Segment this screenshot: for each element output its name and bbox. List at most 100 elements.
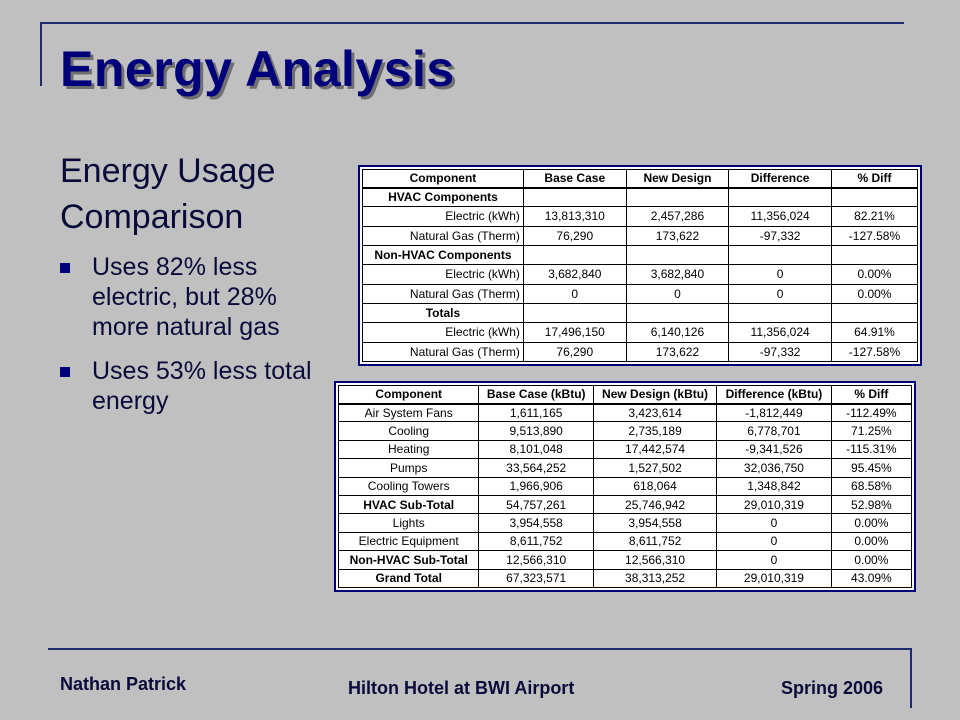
square-bullet-icon — [60, 367, 70, 377]
table-cell: 2,457,286 — [625, 206, 730, 227]
table-cell: 0 — [522, 283, 627, 304]
table-cell: 0.00% — [830, 264, 919, 285]
table-cell: 6,140,126 — [625, 322, 730, 343]
footer-term: Spring 2006 — [781, 678, 884, 698]
footer-project: Hilton Hotel at BWI Airport — [348, 678, 575, 698]
frame-top-line — [40, 22, 904, 24]
row-label-cell: Grand Total — [337, 568, 480, 589]
table-cell: 33,564,252 — [478, 458, 594, 478]
table-cell: -97,332 — [728, 225, 832, 246]
table-cell: 3,423,614 — [592, 402, 718, 423]
table-row: Heating 8,101,048 17,442,574 -9,341,526 -115… — [337, 439, 913, 460]
row-label-cell: Non-HVAC Sub-Total — [337, 550, 480, 570]
table-cell: 6,778,701 — [716, 421, 832, 441]
row-label-cell: Electric (kWh) — [362, 264, 524, 285]
table-cell: 1,348,842 — [716, 476, 832, 496]
table-section-row: Non-HVAC Components — [362, 244, 919, 266]
row-label-cell: Heating — [337, 439, 480, 460]
row-label-cell: Electric (kWh) — [362, 322, 524, 343]
table-header-row: Component Base Case New Design Difference% … — [362, 169, 919, 189]
column-header: New Design — [625, 169, 730, 189]
table-cell: 12,566,310 — [478, 550, 594, 570]
slide-subheading: Energy Usage Comparison — [60, 152, 276, 236]
table-total-row: Grand Total 67,323,571 38,313,252 29,010,31… — [337, 568, 913, 589]
row-label-cell: Electric (kWh) — [362, 206, 524, 227]
table-cell: -9,341,526 — [716, 439, 832, 460]
row-label-cell: Totals — [362, 302, 524, 324]
table-cell: 2,735,189 — [592, 421, 718, 441]
row-label-cell: Lights — [337, 513, 480, 533]
table-cell: 0 — [716, 531, 832, 552]
table-cell: 52.98% — [830, 494, 913, 515]
table-cell: 38,313,252 — [592, 568, 718, 589]
table-cell: 173,622 — [625, 225, 730, 246]
table-cell: 76,290 — [522, 225, 627, 246]
row-label-cell: Natural Gas (Therm) — [362, 225, 524, 246]
table-cell: 3,682,840 — [522, 264, 627, 285]
row-label-cell: Cooling Towers — [337, 476, 480, 496]
table-cell: 0 — [625, 283, 730, 304]
table-cell — [625, 302, 730, 324]
table-cell: 0.00% — [830, 283, 919, 304]
table-cell: 0.00% — [830, 513, 913, 533]
table-row: Natural Gas (Therm) 76,290 173,622 -97,332-… — [362, 341, 919, 363]
table-cell: 29,010,319 — [716, 568, 832, 589]
frame-right-line — [910, 648, 912, 708]
row-label-cell: Air System Fans — [337, 402, 480, 423]
energy-usage-table: Component Base Case New Design Difference% … — [358, 165, 922, 366]
footer-author: Nathan Patrick — [60, 674, 187, 694]
table-cell: 8,101,048 — [478, 439, 594, 460]
slide-title: Energy Analysis — [60, 41, 455, 97]
table-cell: 76,290 — [522, 341, 627, 363]
table-row: Cooling Towers 1,966,906 618,064 1,348,842 6… — [337, 476, 913, 496]
table-row: Natural Gas (Therm) 0 0 0 0.00% — [362, 283, 919, 304]
table-cell — [522, 244, 627, 266]
row-label-cell: Natural Gas (Therm) — [362, 341, 524, 363]
table-cell — [522, 186, 627, 208]
table-cell: 1,966,906 — [478, 476, 594, 496]
column-header: Base Case — [522, 169, 627, 189]
table-cell: 54,757,261 — [478, 494, 594, 515]
row-label-cell: Cooling — [337, 421, 480, 441]
table-cell: 12,566,310 — [592, 550, 718, 570]
table-cell: 1,527,502 — [592, 458, 718, 478]
table-row: Cooling 9,513,890 2,735,189 6,778,701 71.25% — [337, 421, 913, 441]
table-cell — [728, 186, 832, 208]
row-label-cell: Pumps — [337, 458, 480, 478]
frame-bottom-line — [48, 648, 912, 650]
table-cell: 0.00% — [830, 531, 913, 552]
table-cell: 0 — [716, 550, 832, 570]
table-cell: 68.58% — [830, 476, 913, 496]
table-cell — [625, 186, 730, 208]
table-cell: 8,611,752 — [592, 531, 718, 552]
column-header: % Diff — [830, 169, 919, 189]
table-row: Pumps 33,564,252 1,527,502 32,036,750 95.45% — [337, 458, 913, 478]
table-cell: 32,036,750 — [716, 458, 832, 478]
column-header: New Design (kBtu) — [592, 385, 718, 405]
frame-left-line — [40, 22, 42, 86]
table-cell: 71.25% — [830, 421, 913, 441]
table-cell: 8,611,752 — [478, 531, 594, 552]
table-cell — [728, 302, 832, 324]
table-cell: -112.49% — [830, 402, 913, 423]
table-cell: 13,813,310 — [522, 206, 627, 227]
table-cell — [728, 244, 832, 266]
bullet-item: Uses 53% less total energy — [60, 356, 320, 416]
table-cell: 43.09% — [830, 568, 913, 589]
table-cell: -115.31% — [830, 439, 913, 460]
energy-breakdown-table: Component Base Case (kBtu) New Design (kBt… — [334, 381, 916, 592]
table-cell: 0 — [728, 264, 832, 285]
row-label-cell: Non-HVAC Components — [362, 244, 524, 266]
table-row: Electric (kWh) 17,496,150 6,140,126 11,356,… — [362, 322, 919, 343]
table-row: Natural Gas (Therm) 76,290 173,622 -97,332-… — [362, 225, 919, 246]
table-cell: 11,356,024 — [728, 206, 832, 227]
bullet-text: Uses 82% less electric, but 28% more nat… — [92, 253, 280, 341]
table-row: Electric (kWh) 3,682,840 3,682,840 0 0.00% — [362, 264, 919, 285]
table-cell: 618,064 — [592, 476, 718, 496]
table-cell: 17,496,150 — [522, 322, 627, 343]
column-header: Base Case (kBtu) — [478, 385, 594, 405]
table-total-row: Non-HVAC Sub-Total 12,566,310 12,566,310 0 0… — [337, 550, 913, 570]
table-cell: 1,611,165 — [478, 402, 594, 423]
table-row: Electric Equipment 8,611,752 8,611,752 0 0.0… — [337, 531, 913, 552]
table-header-row: Component Base Case (kBtu) New Design (kBt… — [337, 385, 913, 405]
